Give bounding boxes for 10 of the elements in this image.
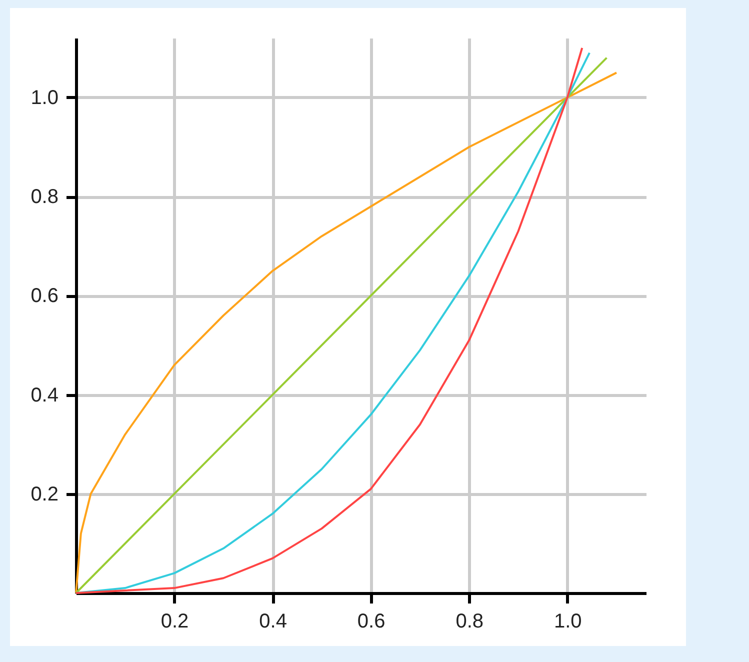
- y-tick-label: 0.8: [30, 186, 58, 208]
- y-tick-label: 1.0: [30, 86, 58, 109]
- x-tick-label: 1.0: [554, 610, 582, 632]
- x-tick-label: 0.4: [259, 610, 287, 632]
- x-tick-label: 0.8: [456, 610, 484, 632]
- y-tick-label: 0.4: [30, 384, 58, 406]
- y-tick-label: 0.2: [30, 483, 58, 506]
- x-tick-label: 0.6: [357, 610, 386, 632]
- x-tick-label: 0.2: [160, 610, 189, 632]
- y-tick-label: 0.6: [30, 285, 58, 308]
